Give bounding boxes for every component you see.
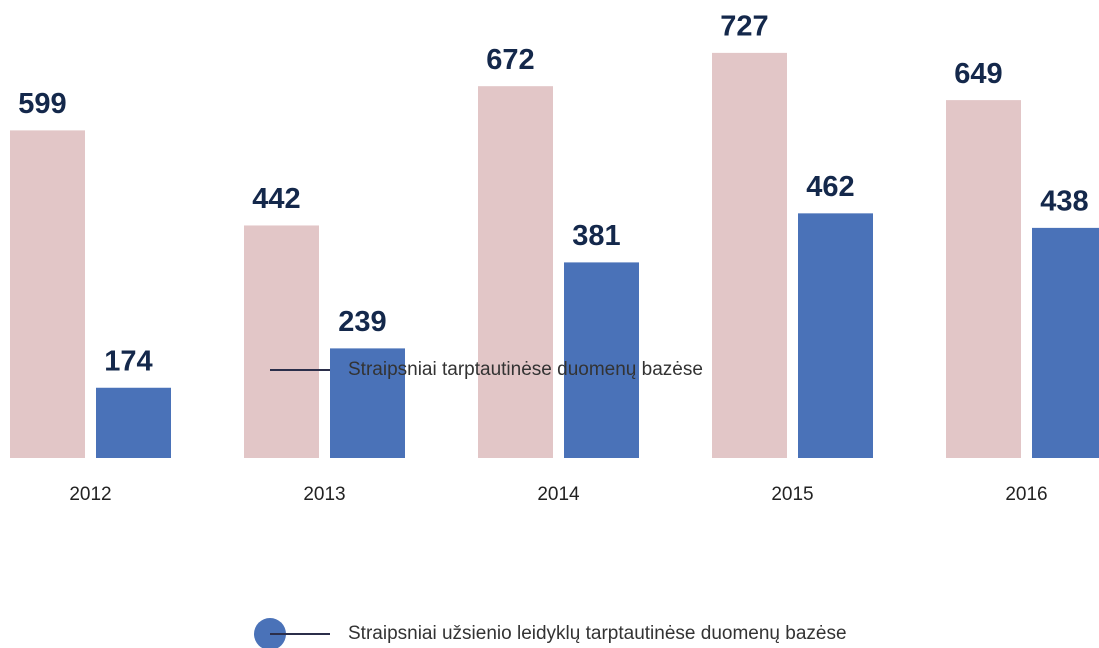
bar <box>564 262 639 458</box>
bar <box>712 52 787 458</box>
value-label: 672 <box>486 44 534 76</box>
value-label: 381 <box>572 220 620 252</box>
bar <box>10 130 85 459</box>
bar <box>96 387 171 458</box>
value-label: 438 <box>1040 186 1088 218</box>
value-label: 649 <box>954 58 1002 90</box>
value-label: 462 <box>806 171 854 203</box>
legend-label: Straipsniai užsienio leidyklų tarptautin… <box>348 623 847 644</box>
bar <box>244 225 319 458</box>
legend-label: Straipsniai tarptautinėse duomenų bazėse <box>348 359 703 380</box>
x-tick-label: 2015 <box>771 484 813 505</box>
value-label: 727 <box>720 11 768 43</box>
bar <box>478 86 553 458</box>
x-tick-label: 2014 <box>537 484 580 505</box>
value-label: 174 <box>104 345 152 377</box>
x-tick-label: 2016 <box>1005 484 1047 505</box>
bar <box>946 100 1021 458</box>
x-tick-label: 2013 <box>303 484 345 505</box>
bar <box>330 348 405 458</box>
bar <box>1032 227 1099 458</box>
bar <box>798 213 873 458</box>
value-label: 239 <box>338 306 386 338</box>
value-label: 599 <box>18 88 66 120</box>
x-tick-label: 2012 <box>69 484 111 505</box>
value-label: 442 <box>252 183 300 215</box>
